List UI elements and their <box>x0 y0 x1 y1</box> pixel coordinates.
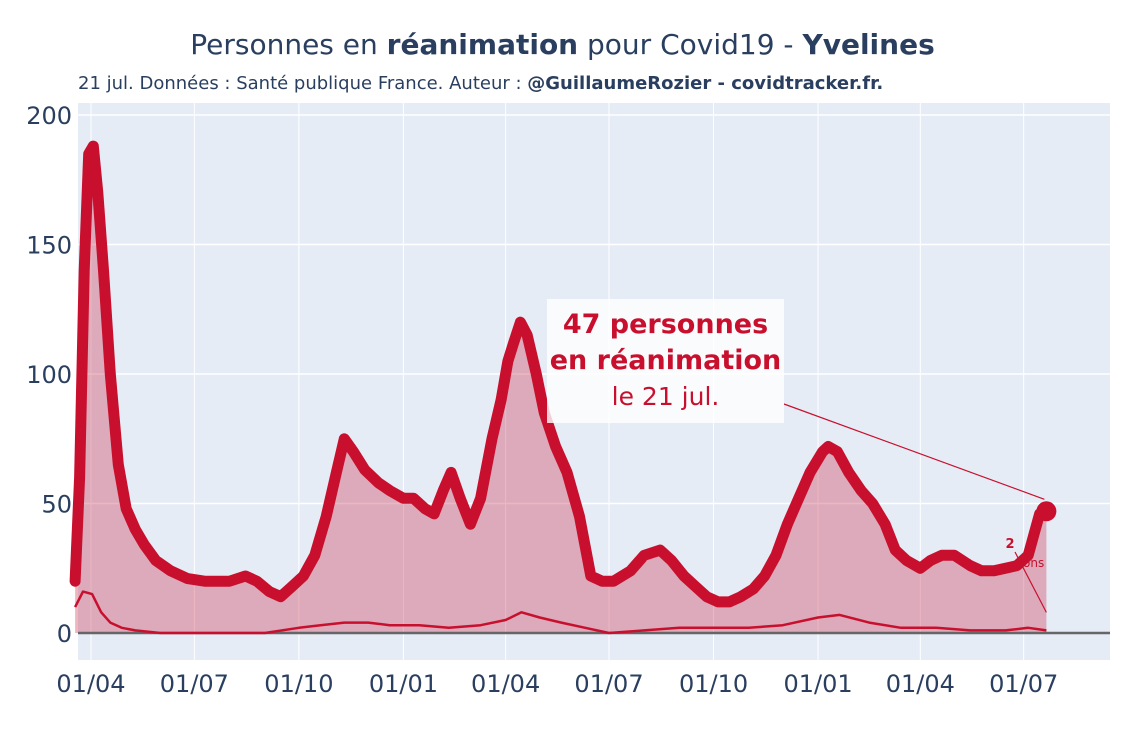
x-tick-label: 01/04 <box>886 670 955 698</box>
annotation-line-1: 47 personnes <box>562 309 769 340</box>
x-tick-label: 01/01 <box>369 670 438 698</box>
reanimation-area <box>75 146 1047 633</box>
y-tick-label: 0 <box>57 620 72 648</box>
x-tick-label: 01/07 <box>574 670 643 698</box>
secondary-annotation-text: ons <box>1023 556 1044 570</box>
y-tick-label: 50 <box>41 491 72 519</box>
secondary-annotation-value: 2 <box>1005 537 1014 552</box>
x-tick-label: 01/10 <box>264 670 333 698</box>
reanimation-line <box>69 140 1052 608</box>
chart-subtitle: 21 jul. Données : Santé publique France.… <box>78 73 884 94</box>
x-tick-label: 01/07 <box>160 670 229 698</box>
latest-value-annotation: 47 personnes en réanimation le 21 jul. <box>547 299 784 423</box>
x-tick-label: 01/04 <box>56 670 125 698</box>
x-tick-label: 01/10 <box>679 670 748 698</box>
secondary-annotation-arrow <box>1014 551 1047 613</box>
y-tick-label: 150 <box>26 232 72 260</box>
secondary-line <box>73 590 1047 635</box>
x-tick-label: 01/07 <box>989 670 1058 698</box>
annotation-arrow <box>783 403 1045 500</box>
last-point-marker <box>1036 501 1057 522</box>
y-tick-label: 100 <box>26 361 72 389</box>
annotation-line-2: en réanimation <box>549 345 782 376</box>
x-tick-label: 01/04 <box>471 670 540 698</box>
x-tick-label: 01/01 <box>783 670 852 698</box>
chart-title: Personnes en réanimation pour Covid19 - … <box>190 28 935 61</box>
annotation-line-3: le 21 jul. <box>611 382 720 411</box>
y-tick-label: 200 <box>26 102 72 130</box>
